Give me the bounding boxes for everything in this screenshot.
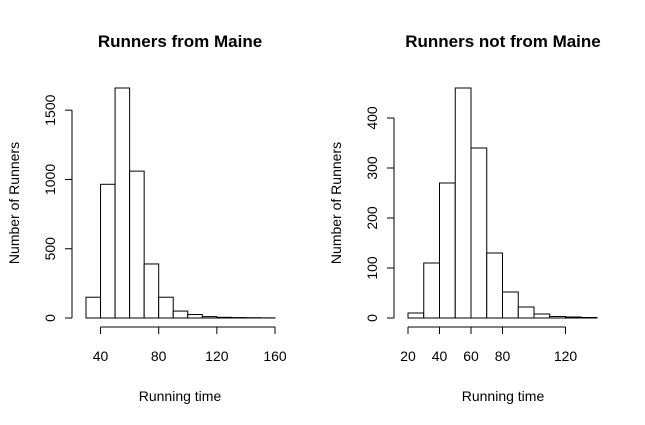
x-tick-label: 20	[400, 348, 416, 364]
histogram-bar	[580, 317, 598, 319]
y-tick-label: 300	[364, 156, 380, 180]
histogram-bar	[201, 316, 218, 319]
y-tick-label: 400	[364, 106, 380, 130]
histogram-bar	[549, 316, 566, 319]
y-tick-label: 0	[364, 314, 380, 322]
x-tick-label: 80	[151, 348, 167, 364]
histogram-bar	[85, 296, 102, 319]
y-tick-label: 500	[42, 237, 58, 261]
panel-maine: Runners from Maine Number of Runners Run…	[6, 32, 287, 404]
x-axis-label-not-maine: Running time	[462, 388, 545, 404]
chart-title-maine: Runners from Maine	[98, 32, 262, 51]
x-tick-label: 120	[205, 348, 229, 364]
y-tick-label: 100	[364, 256, 380, 280]
histogram-bar	[187, 314, 203, 319]
histogram-bar	[486, 252, 503, 319]
panel-not-maine: Runners not from Maine Number of Runners…	[328, 32, 601, 404]
x-tick-label: 40	[93, 348, 109, 364]
histogram-bar	[454, 87, 472, 319]
x-tick-label: 80	[495, 348, 511, 364]
histogram-bar	[423, 262, 440, 319]
histogram-bar	[172, 310, 189, 319]
y-tick-label: 1500	[42, 94, 58, 125]
histogram-bar	[158, 296, 174, 319]
y-axis-label-not-maine: Number of Runners	[328, 142, 344, 264]
x-tick-label: 40	[432, 348, 448, 364]
chart-title-not-maine: Runners not from Maine	[405, 32, 601, 51]
y-tick-label: 1000	[42, 164, 58, 195]
y-axis-label-maine: Number of Runners	[6, 142, 22, 264]
y-tick-label: 200	[364, 206, 380, 230]
x-tick-label: 120	[554, 348, 578, 364]
histogram-bar	[129, 170, 145, 319]
histogram-bar	[407, 312, 425, 319]
histogram-bar	[216, 316, 232, 319]
x-tick-label: 60	[463, 348, 479, 364]
histogram-bar	[565, 316, 582, 319]
histogram-bar	[470, 147, 488, 319]
histogram-bar	[100, 183, 116, 319]
histogram-bar	[439, 182, 456, 319]
bars-not-maine	[407, 87, 598, 319]
y-axis-not-maine: 0 100 200 300 400	[364, 106, 395, 322]
histogram-bar	[517, 306, 535, 319]
histogram-bar	[143, 263, 160, 319]
x-axis-label-maine: Running time	[139, 388, 222, 404]
bars-maine	[85, 87, 276, 319]
x-axis-not-maine: 20 40 60 80 120	[400, 326, 578, 364]
histogram-bar	[502, 291, 519, 319]
y-tick-label: 0	[42, 314, 58, 322]
x-axis-maine: 40 80 120 160	[93, 326, 287, 364]
y-axis-maine: 0 500 1000 1500	[42, 94, 73, 322]
histogram-bar	[533, 313, 551, 319]
histogram-bar	[114, 87, 131, 319]
x-tick-label: 160	[263, 348, 287, 364]
